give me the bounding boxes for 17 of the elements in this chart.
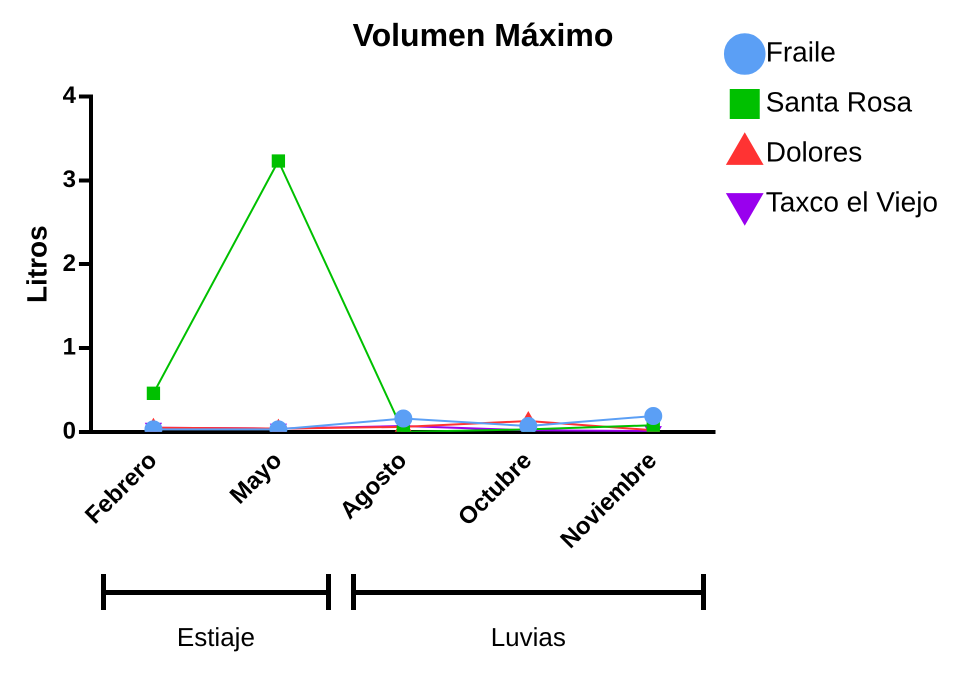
legend-label: Santa Rosa [766,86,912,118]
point [272,154,286,168]
y-tick-label: 3 [62,166,76,193]
text: Luvias [490,622,567,653]
point [644,406,662,425]
text: Estiaje [176,622,256,653]
chart-title: Volumen Máximo [352,17,614,54]
legend-label: Dolores [766,136,862,168]
y-tick-label: 2 [62,250,76,277]
legend-label: Fraile [766,36,836,68]
y-axis-title: Litros [22,225,53,304]
y-tick-label: 4 [62,82,77,110]
y-tick-label: 1 [62,334,76,361]
point [146,386,160,400]
point [394,410,412,428]
legend-label: Taxco el Viejo [766,186,938,218]
y-tick-label: 0 [62,418,76,445]
